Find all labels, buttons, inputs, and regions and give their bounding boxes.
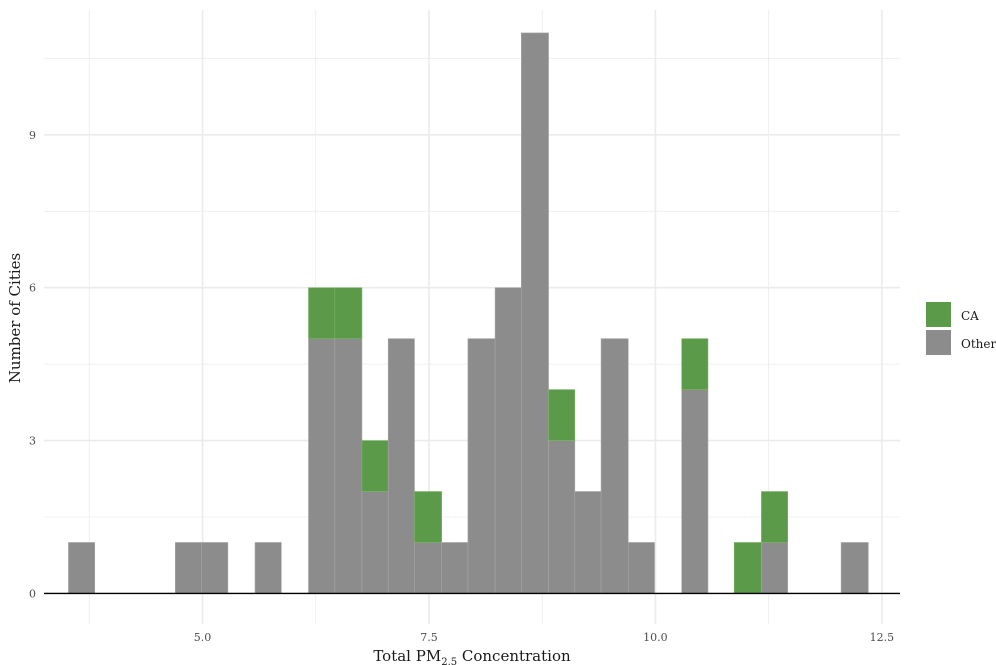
bar-other [441, 542, 469, 594]
bar-other [387, 338, 415, 594]
x-tick-label: 7.5 [420, 631, 438, 644]
bar-other [254, 542, 282, 594]
bar-other [414, 542, 442, 594]
bar-ca [361, 440, 389, 492]
bar-ca [308, 287, 336, 339]
bar-ca [681, 338, 709, 390]
bar-ca [334, 287, 363, 339]
y-tick-label: 0 [29, 587, 36, 600]
bar-other [627, 542, 655, 594]
x-tick-label: 12.5 [870, 631, 895, 644]
legend-swatch-ca [926, 302, 951, 327]
y-tick-label: 3 [29, 435, 36, 448]
legend-swatch-other [926, 330, 951, 355]
bar-other [361, 491, 389, 594]
y-tick-labels: 0 3 6 9 [29, 129, 36, 601]
x-tick-labels: 5.0 7.5 10.0 12.5 [194, 631, 894, 644]
x-tick-label: 10.0 [643, 631, 668, 644]
x-axis-title: Total PM2.5 Concentration [373, 647, 571, 665]
bar-other [521, 32, 549, 594]
bar-ca [761, 491, 788, 543]
bar-other [308, 338, 336, 594]
legend: CA Other [926, 302, 996, 355]
bar-other [175, 542, 202, 594]
bar-other [68, 542, 96, 594]
bar-other [681, 389, 709, 594]
legend-label-other: Other [961, 337, 996, 351]
bar-other [600, 338, 629, 594]
x-tick-label: 5.0 [194, 631, 212, 644]
bar-other [840, 542, 869, 594]
bar-other [574, 491, 602, 594]
bar-other [201, 542, 229, 594]
bars [68, 32, 869, 594]
bar-other [334, 338, 363, 594]
bar-ca [733, 542, 762, 594]
bar-ca [548, 389, 576, 441]
y-tick-label: 6 [29, 282, 36, 295]
bar-other [761, 542, 788, 594]
y-tick-label: 9 [29, 129, 36, 142]
bar-ca [414, 491, 442, 543]
y-axis-title: Number of Cities [6, 253, 24, 383]
legend-label-ca: CA [961, 309, 979, 323]
bar-other [467, 338, 496, 594]
bar-other [494, 287, 522, 594]
bar-other [548, 440, 576, 594]
